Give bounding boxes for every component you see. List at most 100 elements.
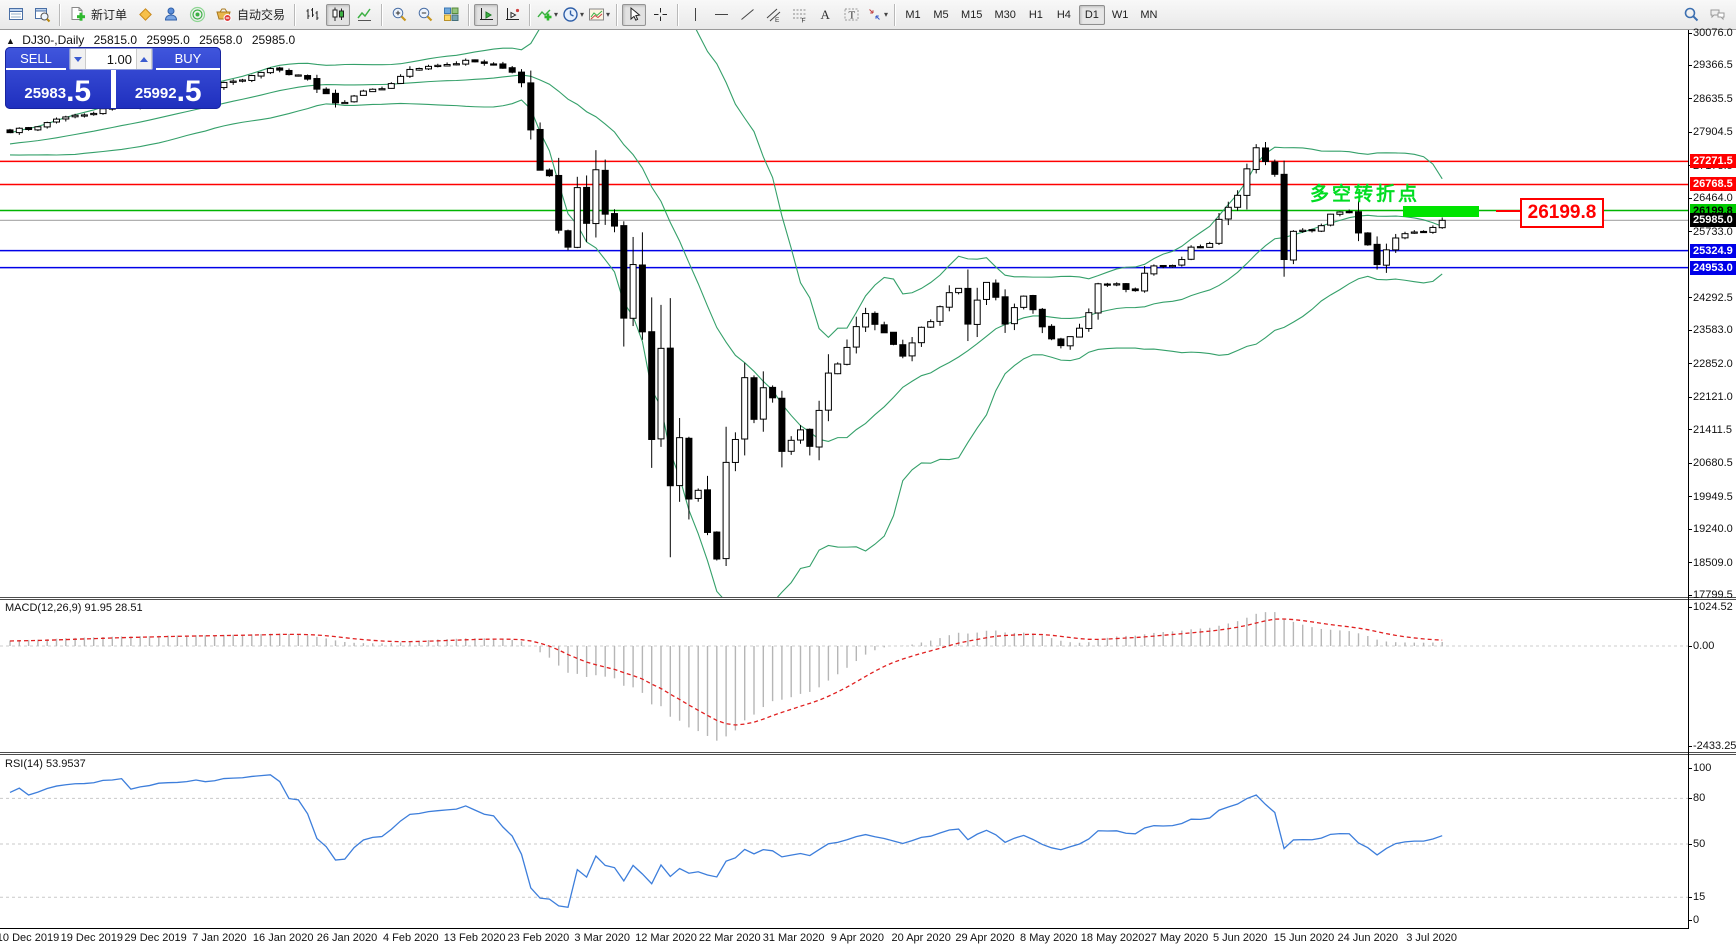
- chart-shift-button[interactable]: [500, 4, 524, 26]
- date-axis-label[interactable]: 4 Feb 2020: [382, 932, 439, 944]
- tile-windows-button[interactable]: [439, 4, 463, 26]
- indicators-button[interactable]: ▾: [535, 4, 559, 26]
- sell-price-display[interactable]: 25983.5: [5, 70, 111, 108]
- volume-increase-button[interactable]: [136, 49, 152, 69]
- date-axis-label[interactable]: 20 Apr 2020: [891, 932, 951, 944]
- zoom-out-button[interactable]: [413, 4, 437, 26]
- timeframe-w1-button[interactable]: W1: [1107, 5, 1134, 25]
- zoom-in-button[interactable]: [387, 4, 411, 26]
- date-axis-label[interactable]: 8 May 2020: [1020, 932, 1078, 944]
- rsi-tick-mark: [1688, 896, 1692, 898]
- fibonacci-button[interactable]: F: [787, 4, 811, 26]
- rsi-axis-tick: 0: [1693, 914, 1700, 926]
- candle-body: [1308, 229, 1316, 232]
- hline-button[interactable]: [709, 4, 733, 26]
- highlight-rectangle-object[interactable]: [1403, 206, 1479, 217]
- date-axis-label[interactable]: 15 Jun 2020: [1273, 932, 1335, 944]
- date-axis-label[interactable]: 27 May 2020: [1144, 932, 1209, 944]
- candle-body: [1131, 288, 1139, 292]
- buy-price-display[interactable]: 25992.5: [116, 70, 222, 108]
- auto-scroll-button[interactable]: [474, 3, 499, 26]
- date-axis-label[interactable]: 13 Feb 2020: [443, 932, 506, 944]
- price-chart-canvas[interactable]: [0, 30, 1688, 597]
- search-button[interactable]: [1679, 4, 1703, 26]
- candle-body: [787, 439, 795, 452]
- new-order-button[interactable]: [65, 4, 89, 26]
- macd-tick-mark: [1688, 745, 1692, 747]
- autotrading-button[interactable]: [211, 4, 235, 26]
- date-axis-label[interactable]: 26 Jan 2020: [316, 932, 378, 944]
- timeframe-h1-button[interactable]: H1: [1023, 5, 1049, 25]
- rsi-indicator-canvas[interactable]: [0, 755, 1688, 928]
- market-watch-button[interactable]: [4, 4, 28, 26]
- sell-button[interactable]: SELL: [6, 48, 66, 70]
- date-axis-label[interactable]: 5 Jun 2020: [1212, 932, 1268, 944]
- timeframe-m5-button[interactable]: M5: [928, 5, 954, 25]
- volume-decrease-button[interactable]: [70, 49, 86, 69]
- volume-input[interactable]: [86, 49, 136, 69]
- date-axis-label[interactable]: 7 Jan 2020: [192, 932, 247, 944]
- candle-body: [304, 75, 312, 80]
- date-axis-label[interactable]: 3 Mar 2020: [574, 932, 631, 944]
- text-button[interactable]: A: [813, 4, 837, 26]
- date-axis-label[interactable]: 18 May 2020: [1080, 932, 1145, 944]
- line-chart-button[interactable]: [352, 4, 376, 26]
- date-axis-label[interactable]: 9 Apr 2020: [830, 932, 884, 944]
- metaeditor-button[interactable]: [133, 4, 157, 26]
- timeframe-m1-button[interactable]: M1: [900, 5, 926, 25]
- date-axis-label[interactable]: 3 Jul 2020: [1406, 932, 1457, 944]
- toolbar-separator: [616, 3, 618, 26]
- date-axis-label[interactable]: 19 Dec 2019: [60, 932, 123, 944]
- arrows-button[interactable]: ▾: [865, 4, 889, 26]
- bollinger-lower-band: [9, 99, 1443, 597]
- date-axis-label[interactable]: 12 Mar 2020: [635, 932, 697, 944]
- price-tag-annotation[interactable]: 26199.8: [1520, 198, 1604, 228]
- date-axis-label[interactable]: 16 Jan 2020: [252, 932, 314, 944]
- candle-body: [573, 187, 581, 248]
- date-axis-label[interactable]: 29 Dec 2019: [124, 932, 187, 944]
- rsi-axis-tick: 100: [1693, 762, 1712, 774]
- buy-button[interactable]: BUY: [156, 48, 220, 70]
- timeframe-m30-button[interactable]: M30: [989, 5, 1020, 25]
- candle-body: [53, 118, 60, 123]
- candle-body: [1094, 283, 1102, 314]
- candle-body: [648, 331, 656, 440]
- trendline-button[interactable]: [735, 4, 759, 26]
- panel-collapse-icon[interactable]: ▲: [6, 36, 15, 46]
- candle-body: [824, 372, 832, 411]
- candle-body: [6, 129, 14, 134]
- price-tick-mark: [1688, 528, 1692, 530]
- terminal-user-button[interactable]: [159, 4, 183, 26]
- candle-body: [1113, 283, 1121, 286]
- turning-point-annotation[interactable]: 多空转折点: [1310, 184, 1421, 205]
- timeframe-h4-button[interactable]: H4: [1051, 5, 1077, 25]
- cursor-button[interactable]: [622, 3, 647, 26]
- data-window-button[interactable]: [30, 4, 54, 26]
- symbol-name: DJ30-,Daily: [22, 33, 85, 47]
- candle-chart-button[interactable]: [326, 3, 351, 26]
- signals-button[interactable]: [185, 4, 209, 26]
- date-axis-label[interactable]: 10 Dec 2019: [0, 932, 60, 944]
- templates-button[interactable]: ▾: [587, 4, 611, 26]
- timeframe-d1-button[interactable]: D1: [1078, 4, 1105, 25]
- vline-icon: [694, 8, 696, 21]
- channel-button[interactable]: E: [761, 4, 785, 26]
- periods-button[interactable]: ▾: [561, 4, 585, 26]
- rsi-pane-separator[interactable]: [0, 752, 1736, 755]
- chat-button[interactable]: [1705, 4, 1729, 26]
- timeframe-m15-button[interactable]: M15: [956, 5, 987, 25]
- date-axis-label[interactable]: 22 Mar 2020: [698, 932, 761, 944]
- date-axis-label[interactable]: 24 Jun 2020: [1337, 932, 1399, 944]
- crosshair-button[interactable]: [648, 4, 672, 26]
- chart-shift-icon: [505, 8, 519, 20]
- vline-button[interactable]: [683, 4, 707, 26]
- timeframe-mn-button[interactable]: MN: [1135, 5, 1162, 25]
- macd-pane-separator[interactable]: [0, 597, 1736, 600]
- text-label-button[interactable]: T: [839, 4, 863, 26]
- date-axis-label[interactable]: 29 Apr 2020: [955, 932, 1015, 944]
- candle-body: [71, 114, 79, 118]
- date-axis-label[interactable]: 31 Mar 2020: [762, 932, 825, 944]
- macd-indicator-canvas[interactable]: [0, 600, 1688, 752]
- date-axis-label[interactable]: 23 Feb 2020: [507, 932, 570, 944]
- bar-chart-button[interactable]: [300, 4, 324, 26]
